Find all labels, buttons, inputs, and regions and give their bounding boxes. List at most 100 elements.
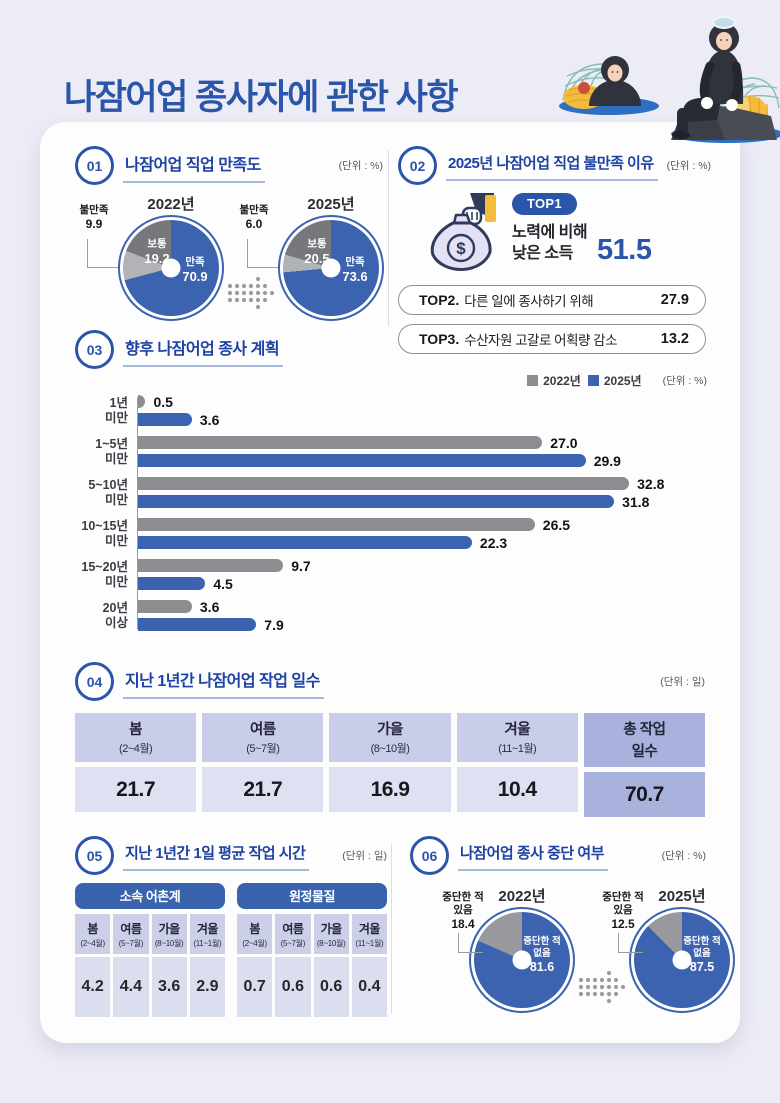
- top2-row: TOP2. 다른 일에 종사하기 위해 27.9: [398, 285, 706, 315]
- arrow-right-icon: [579, 971, 625, 1003]
- top3-label: 수산자원 고갈로 어획량 감소: [464, 333, 617, 348]
- top2-label: 다른 일에 종사하기 위해: [464, 294, 594, 309]
- slice-name: 중단한 적: [523, 936, 561, 947]
- satisfaction-pies-row: 2022년 보통 19.2 만족 70.9 불만족 9.9: [75, 193, 385, 321]
- top1-reason: 노력에 비해 낮은 소득: [512, 222, 588, 264]
- section4-number-badge: 04: [75, 662, 114, 701]
- column-value: 16.9: [329, 767, 451, 812]
- column-header: 봄 (2~4월): [75, 713, 197, 762]
- page-title: 나잠어업 종사자에 관한 사항: [64, 78, 459, 118]
- slice-value: 9.9: [85, 217, 103, 232]
- column-value: 4.4: [113, 957, 149, 1017]
- column-header: 여름 (5~7월): [202, 713, 324, 762]
- section6-title: 나잠어업 종사 중단 여부: [458, 840, 609, 871]
- top1-info: TOP1 노력에 비해 낮은 소득 51.5: [512, 193, 652, 273]
- column-value: 3.6: [151, 957, 187, 1017]
- leader-line: [87, 239, 118, 268]
- pie-ring: 중단한 적 없음 87.5: [629, 907, 735, 1013]
- bar-value: 9.7: [291, 557, 311, 574]
- column-autumn: 가을 (8~10월) 3.6: [151, 914, 187, 1017]
- leader-line: [458, 933, 483, 953]
- top3-row: TOP3. 수산자원 고갈로 어획량 감소 13.2: [398, 324, 706, 354]
- column-spring: 봄 (2~4월) 0.7: [237, 914, 273, 1017]
- slice-label-never-stopped: 중단한 적 없음 81.6: [515, 936, 569, 975]
- bar-2022: [138, 477, 630, 490]
- legend-swatch-2025: [587, 374, 599, 386]
- slice-name: 보통: [147, 238, 167, 250]
- slice-name: 있음: [453, 904, 473, 917]
- slice-label-never-stopped: 중단한 적 없음 87.5: [675, 936, 729, 975]
- divider-top: [388, 150, 389, 326]
- bar-row: 1년 미만 0.5 3.6: [75, 394, 707, 428]
- column-value: 2.9: [189, 957, 225, 1017]
- group-columns: 봄 (2~4월) 0.7 여름 (5~7월) 0.6 가을 (8~10월) 0.6 겨…: [237, 914, 387, 1017]
- pie-ring: 보통 20.5 만족 73.6: [278, 215, 384, 321]
- section5-header: 05 지난 1년간 1일 평균 작업 시간 (단위 : 일): [75, 836, 387, 875]
- pie-center-hole: [161, 258, 181, 278]
- slice-value: 73.6: [342, 269, 368, 285]
- slice-label-stopped: 중단한 적 있음 12.5: [596, 891, 650, 932]
- divider-bottom: [391, 844, 392, 1014]
- column-value: 21.7: [75, 767, 197, 812]
- section1-number-badge: 01: [75, 146, 114, 185]
- slice-label-dissatisfied: 불만족 9.9: [71, 204, 117, 232]
- bar-value: 29.9: [593, 452, 621, 469]
- top1-value: 51.5: [597, 233, 652, 266]
- bar-value: 26.5: [542, 516, 571, 533]
- section2-header: 02 2025년 나잠어업 직업 불만족 이유 (단위 : %): [398, 146, 711, 185]
- bar-2022: [138, 395, 146, 408]
- section2-title: 2025년 나잠어업 직업 불만족 이유: [446, 150, 658, 181]
- section3-header: 03 향후 나잠어업 종사 계획: [75, 330, 707, 369]
- section6-unit: (단위 : %): [661, 850, 706, 862]
- table-column-total: 총 작업 일수 70.7: [583, 713, 706, 817]
- slice-value: 19.2: [144, 251, 170, 267]
- section-work-hours: 05 지난 1년간 1일 평균 작업 시간 (단위 : 일) 소속 어촌계 봄(…: [75, 836, 387, 1017]
- group-expedition: 원정물질 봄 (2~4월) 0.7 여름 (5~7월) 0.6 가을 (8~10월) …: [237, 883, 387, 1017]
- column-header: 총 작업 일수: [583, 713, 706, 767]
- group-header: 원정물질: [237, 883, 387, 909]
- slice-name: 중단한 적: [683, 936, 721, 947]
- svg-text:$: $: [456, 239, 466, 258]
- top2-rank: TOP2.: [419, 292, 460, 308]
- satisfaction-pie-2025: 2025년 보통 20.5 만족 73.6 불만족 6.0: [240, 193, 385, 321]
- pie-center-hole: [321, 258, 341, 278]
- bar-row: 20년 이상 3.6 7.9: [75, 599, 707, 633]
- bar-row: 5~10년 미만 32.8 31.8: [75, 476, 707, 510]
- slice-label-dissatisfied: 불만족 6.0: [231, 204, 277, 232]
- column-winter: 겨울 (11~1월) 2.9: [189, 914, 225, 1017]
- slice-name: 불만족: [79, 204, 109, 216]
- section5-title: 지난 1년간 1일 평균 작업 시간: [123, 840, 310, 871]
- leader-line: [618, 933, 643, 953]
- bar-value: 7.9: [264, 616, 284, 633]
- bar-category-label: 1~5년 미만: [95, 436, 128, 466]
- divers-illustration-svg: [559, 16, 780, 143]
- slice-name: 보통: [307, 238, 327, 250]
- column-value: 0.6: [313, 957, 349, 1017]
- bar-pair: 3.6 7.9: [137, 599, 707, 633]
- section-interruption: 06 나잠어업 종사 중단 여부 (단위 : %) 2022년 중단한 적 없음…: [410, 836, 735, 1013]
- pie-ring: 보통 19.2 만족 70.9: [118, 215, 224, 321]
- slice-value: 70.9: [182, 269, 208, 285]
- bar-row: 10~15년 미만 26.5 22.3: [75, 516, 707, 551]
- divers-illustration: [555, 4, 780, 149]
- pie-center-hole: [672, 950, 692, 970]
- chart-legend: 2022년 2025년 (단위 : %): [75, 373, 707, 388]
- top3-value: 13.2: [660, 331, 689, 347]
- section-dissatisfaction-reasons: 02 2025년 나잠어업 직업 불만족 이유 (단위 : %) $ TOP1 …: [398, 146, 711, 354]
- table-column-autumn: 가을 (8~10월) 16.9: [329, 713, 451, 817]
- column-header: 가을 (8~10월): [329, 713, 451, 762]
- section1-unit: (단위 : %): [338, 160, 383, 172]
- slice-name: 만족: [345, 256, 365, 268]
- bar-value: 22.3: [479, 534, 508, 551]
- future-plan-bar-chart: 1년 미만 0.5 3.6 1~5년 미만 27.0 29.9 5~10년 미만 32…: [75, 394, 707, 633]
- column-value: 21.7: [202, 767, 324, 812]
- section-work-days: 04 지난 1년간 나잠어업 작업 일수 (단위 : 일) 봄 (2~4월) 21…: [75, 662, 706, 817]
- slice-name: 없음: [533, 947, 551, 959]
- table-column-spring: 봄 (2~4월) 21.7: [75, 713, 197, 817]
- slice-name: 만족: [185, 256, 205, 268]
- bar-2025: [138, 495, 615, 508]
- pie-center-hole: [512, 950, 532, 970]
- group-village: 소속 어촌계 봄 (2~4월) 4.2 여름 (5~7월) 4.4 가을 (8~10월…: [75, 883, 225, 1017]
- interruption-pie-2025: 2025년 중단한 적 없음 87.5 중단한 적 있음 12.5: [602, 885, 736, 1013]
